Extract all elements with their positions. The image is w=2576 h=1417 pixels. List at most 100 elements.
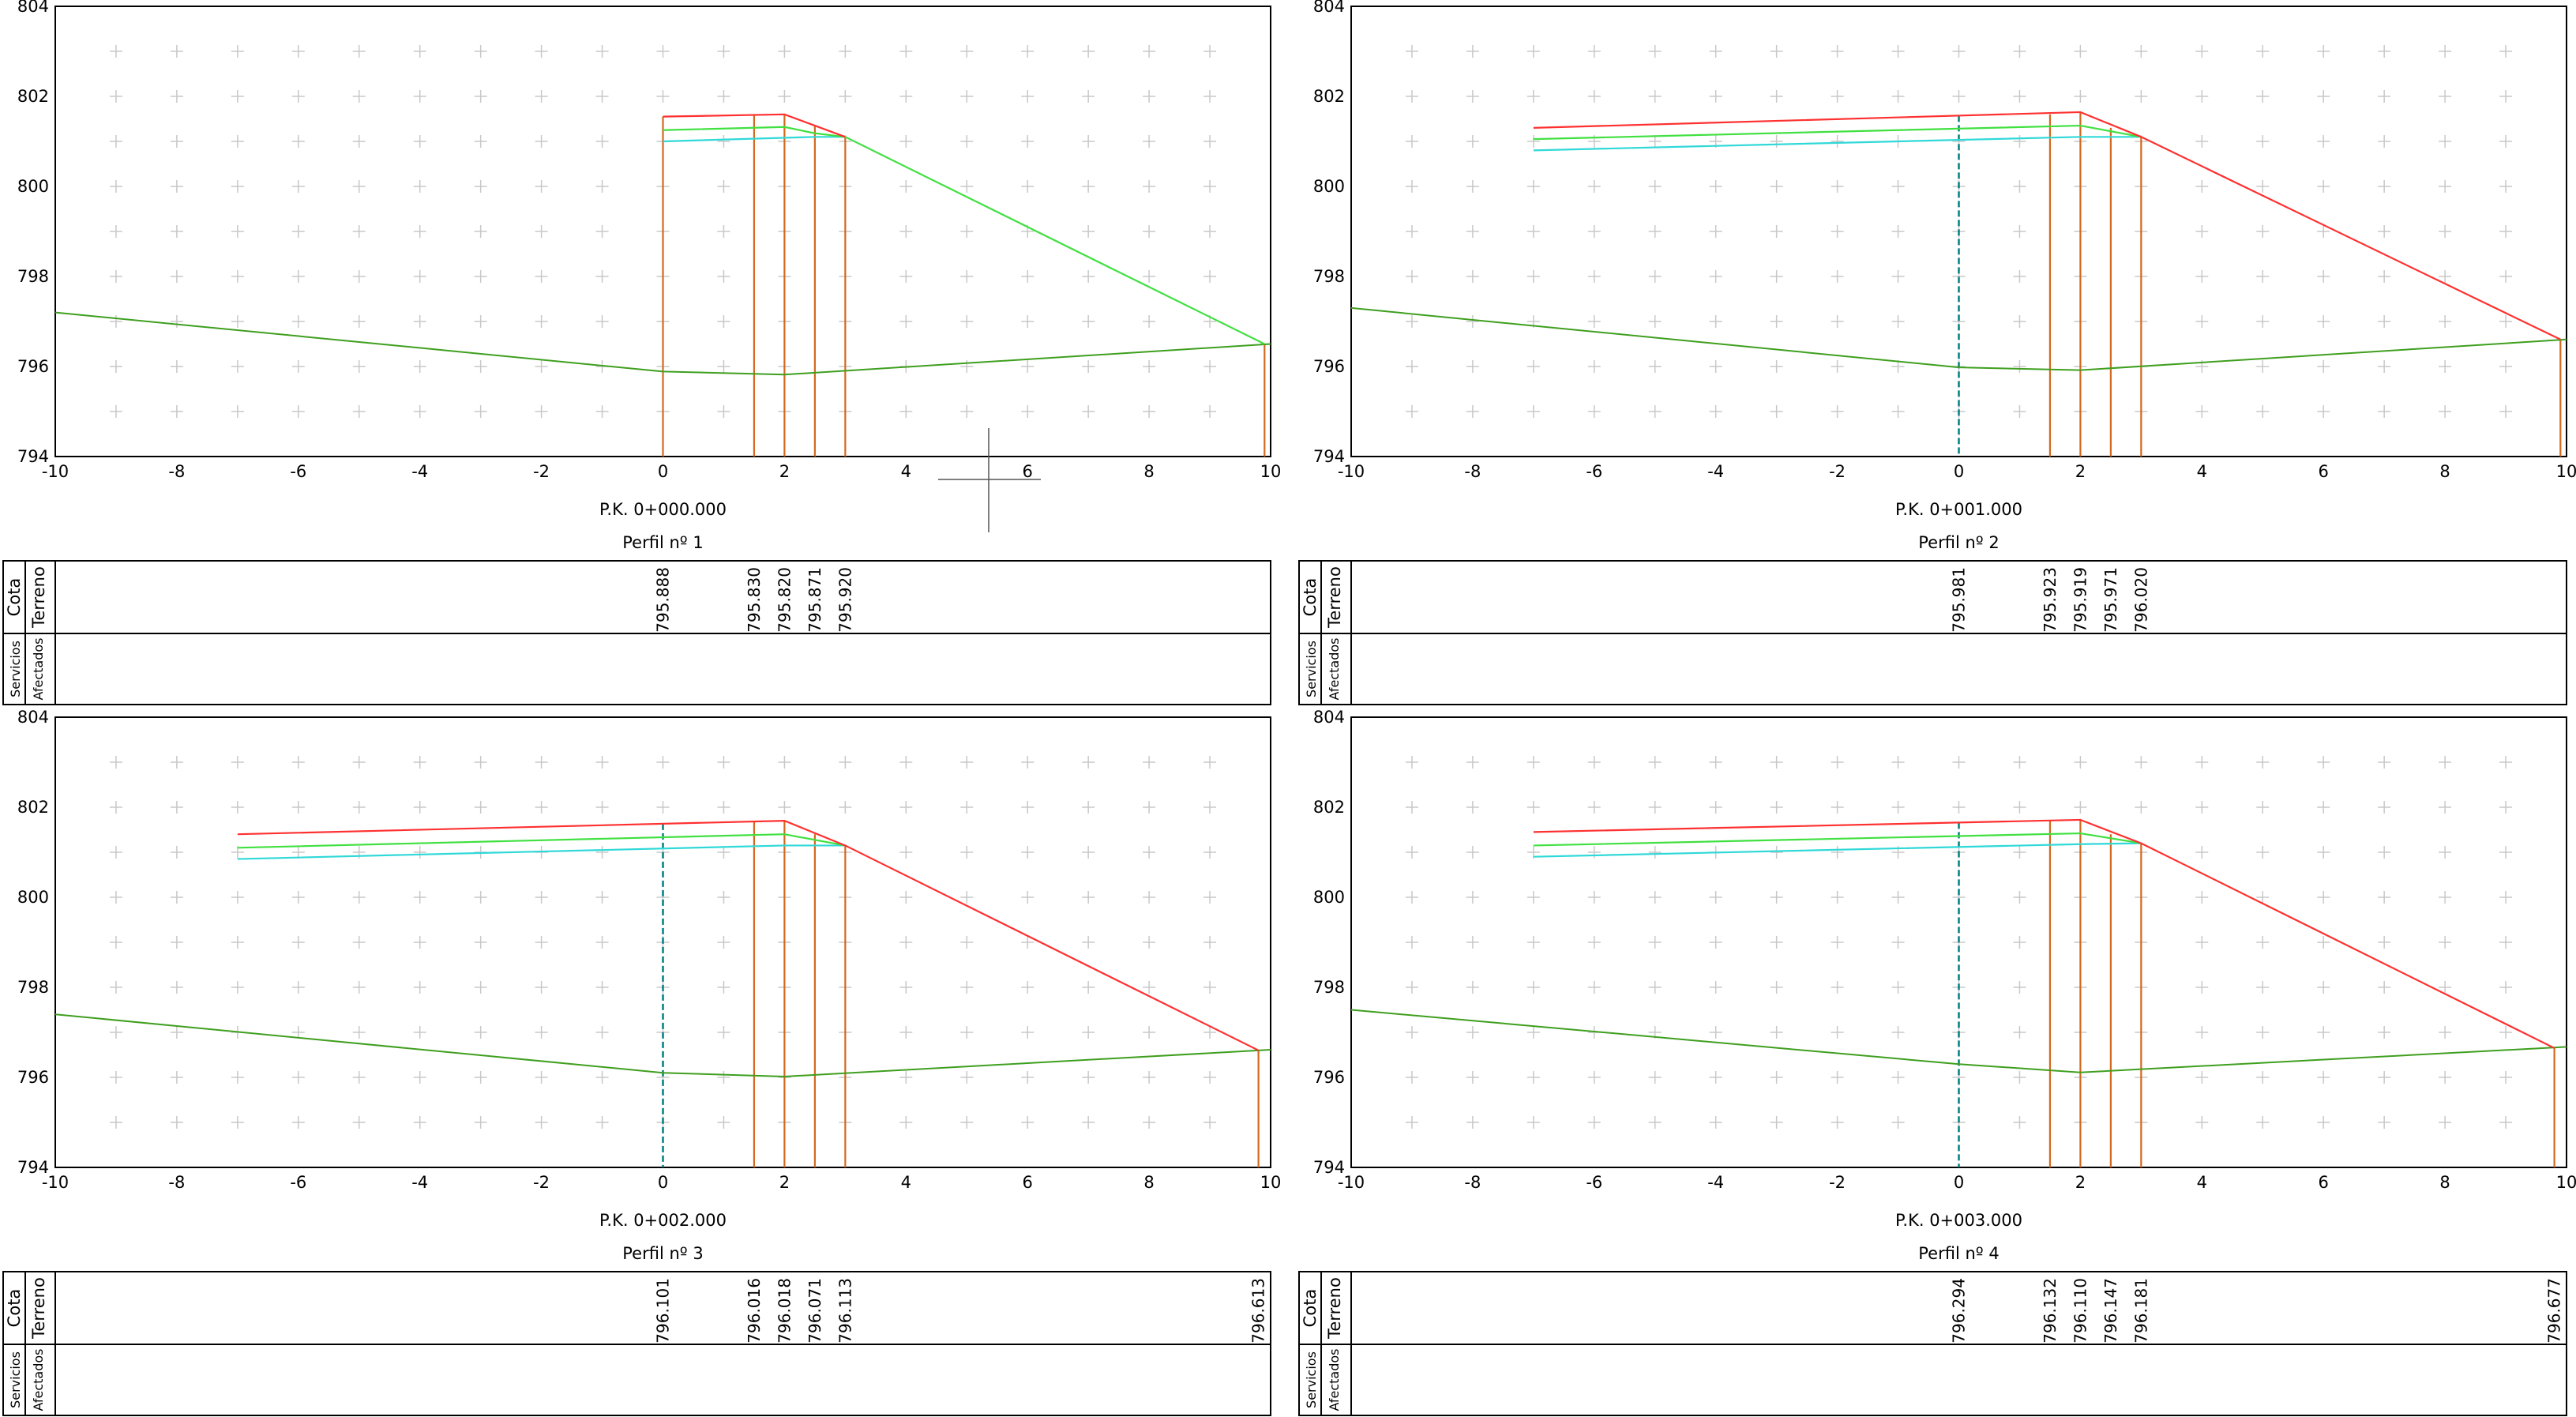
x-tick-label: 10	[2556, 1173, 2576, 1192]
y-tick-label: 800	[1313, 177, 1345, 196]
y-tick-label: 794	[1313, 447, 1345, 466]
x-tick-label: 2	[779, 1173, 790, 1192]
y-tick-label: 796	[1313, 1068, 1345, 1087]
x-tick-label: -4	[1707, 462, 1724, 481]
green-line	[237, 833, 846, 849]
y-tick-label: 798	[17, 267, 49, 286]
profile-title: Perfil nº 4	[1918, 1244, 1999, 1263]
elevation-table: Cota Terreno Servicios Afectados 795.888 795.…	[2, 560, 1271, 705]
pk-label: P.K. 0+003.000	[1895, 1211, 2022, 1230]
grid-crosses	[1405, 756, 2513, 1129]
x-tick-label: 4	[901, 1173, 911, 1192]
x-tick-label: -4	[411, 462, 428, 481]
row-label-terreno: Terreno	[29, 566, 48, 629]
x-tick-label: -10	[1338, 462, 1365, 481]
terrain-elevation-label: 796.110	[2071, 1278, 2090, 1344]
x-tick-label: -10	[42, 462, 69, 481]
terrain-line	[1350, 1009, 2567, 1073]
x-tick-label: -4	[411, 1173, 428, 1192]
profile-title: Perfil nº 3	[622, 1244, 703, 1263]
terrain-elevation-label: 796.018	[775, 1278, 794, 1344]
terrain-elevation-label: 795.971	[2101, 567, 2120, 633]
y-tick-label: 802	[1313, 87, 1345, 106]
terrain-elevation-label: 796.020	[2131, 567, 2150, 633]
grid-crosses	[109, 45, 1217, 418]
cyan-line	[1533, 842, 2142, 858]
red-line	[1533, 818, 2555, 1049]
x-tick-label: 4	[901, 462, 911, 481]
x-tick-label: -2	[533, 462, 550, 481]
y-tick-label: 802	[17, 87, 49, 106]
x-tick-label: 8	[2439, 1173, 2450, 1192]
terrain-elevation-label: 795.830	[745, 567, 764, 633]
y-tick-label: 796	[17, 357, 49, 376]
cyan-line	[1533, 136, 2142, 152]
pk-label: P.K. 0+001.000	[1895, 500, 2022, 519]
y-tick-label: 800	[1313, 888, 1345, 907]
terrain-elevation-label: 795.920	[836, 567, 854, 633]
x-tick-label: 6	[1023, 1173, 1033, 1192]
row-label-cota: Cota	[1301, 578, 1320, 617]
green-line	[1533, 832, 2142, 847]
profile-title: Perfil nº 1	[622, 533, 703, 552]
profile-panel-4: 794 796 798 800 802 804 -10 -8 -6 -4 -2 0 2 4 6 8 10 P.K.…	[1298, 708, 2576, 1416]
y-tick-label: 798	[17, 978, 49, 997]
y-tick-label: 802	[17, 798, 49, 817]
y-tick-label: 796	[17, 1068, 49, 1087]
y-tick-label: 798	[1313, 267, 1345, 286]
y-tick-label: 804	[1313, 0, 1345, 16]
terrain-elevation-label: 796.181	[2131, 1278, 2150, 1344]
row-label-servicios: Servicios	[8, 641, 23, 697]
cursor-crosshair	[938, 428, 1041, 532]
x-tick-label: 10	[1260, 462, 1282, 481]
profile-title: Perfil nº 2	[1918, 533, 1999, 552]
x-tick-label: 8	[2439, 462, 2450, 481]
terrain-elevation-label: 796.071	[805, 1278, 824, 1344]
terrain-elevation-label: 795.820	[775, 567, 794, 633]
y-tick-label: 798	[1313, 978, 1345, 997]
terrain-elevation-label: 795.981	[1950, 567, 1969, 633]
row-label-cota: Cota	[5, 1289, 24, 1328]
terrain-elevation-label: 796.613	[1249, 1278, 1268, 1344]
x-tick-label: 0	[1954, 1173, 1964, 1192]
x-tick-label: 0	[658, 1173, 668, 1192]
x-tick-label: 6	[1023, 462, 1033, 481]
row-label-terreno: Terreno	[29, 1277, 48, 1340]
profile-panel-2: 794 796 798 800 802 804 -10 -8 -6 -4 -2 0 2 4 6 8 10 P.K.…	[1298, 0, 2576, 705]
red-line	[1533, 111, 2561, 340]
x-tick-label: 8	[1143, 462, 1154, 481]
profile-panel-1: 794 796 798 800 802 804 -10 -8 -6 -4 -2 0 2 4 6 8 10 P.K.…	[2, 0, 1282, 705]
x-tick-label: 8	[1143, 1173, 1154, 1192]
plot-frame	[1350, 6, 2567, 457]
terrain-elevation-label: 795.888	[654, 567, 673, 633]
y-tick-label: 794	[17, 447, 49, 466]
terrain-elevation-label: 796.113	[836, 1278, 854, 1344]
row-label-terreno: Terreno	[1325, 566, 1344, 629]
terrain-line	[54, 1013, 1271, 1077]
x-tick-label: 4	[2197, 462, 2207, 481]
y-tick-label: 804	[17, 0, 49, 16]
x-tick-label: 6	[2319, 1173, 2329, 1192]
x-tick-label: -6	[290, 462, 306, 481]
terrain-line	[1350, 306, 2567, 371]
terrain-line	[54, 311, 1271, 376]
elevation-table: Cota Terreno Servicios Afectados 795.981 795.…	[1298, 560, 2567, 705]
x-tick-label: -10	[42, 1173, 69, 1192]
terrain-elevation-label: 796.101	[654, 1278, 673, 1344]
x-tick-label: -2	[1829, 1173, 1846, 1192]
y-tick-label: 802	[1313, 798, 1345, 817]
pk-label: P.K. 0+002.000	[599, 1211, 727, 1230]
x-tick-label: 2	[2075, 462, 2086, 481]
x-tick-label: 2	[2075, 1173, 2086, 1192]
x-tick-label: 2	[779, 462, 790, 481]
y-tick-label: 804	[17, 708, 49, 727]
grid-crosses	[1405, 45, 2513, 418]
x-tick-label: 0	[1954, 462, 1964, 481]
terrain-elevation-label: 795.923	[2041, 567, 2060, 633]
x-tick-label: -8	[168, 462, 185, 481]
terrain-elevation-label: 795.871	[805, 567, 824, 633]
row-label-afectados: Afectados	[31, 1348, 46, 1411]
green-line	[663, 126, 1265, 345]
grid-crosses	[109, 756, 1217, 1129]
